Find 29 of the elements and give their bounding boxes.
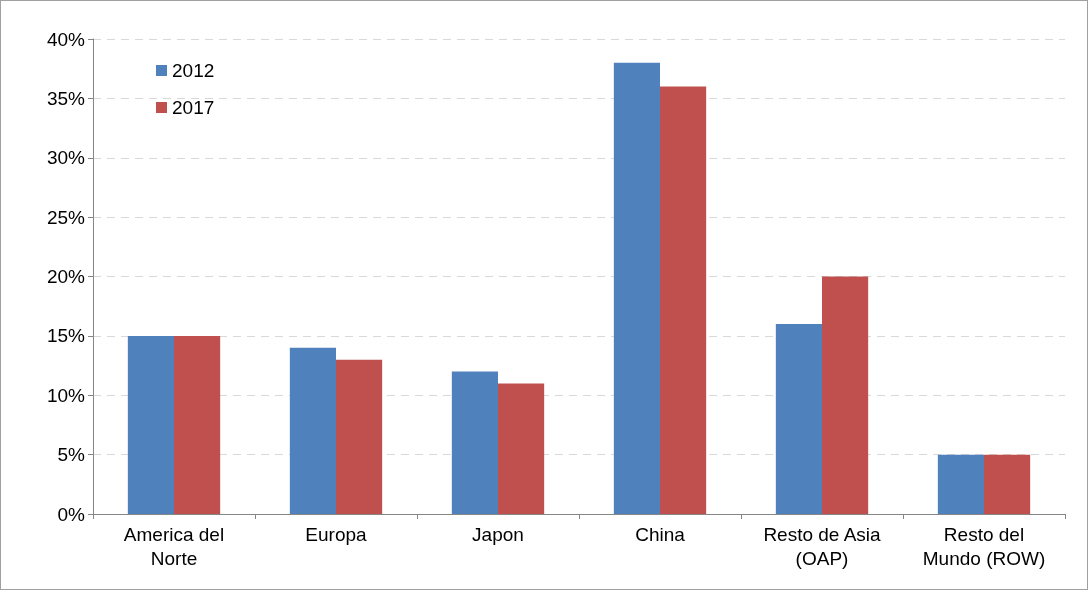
y-tick-label: 15% <box>46 325 86 347</box>
bar <box>174 335 221 514</box>
bar <box>775 324 822 514</box>
bar <box>660 86 707 514</box>
bar <box>937 454 984 514</box>
bar <box>289 347 336 514</box>
bar <box>613 62 660 514</box>
x-tick-label: America del Norte <box>123 523 225 569</box>
bar <box>822 276 869 514</box>
y-tick-label: 35% <box>46 87 86 109</box>
bar <box>451 371 498 514</box>
y-tick-label: 5% <box>57 444 86 466</box>
y-tick-label: 10% <box>46 384 86 406</box>
x-tick-label: Resto del Mundo (ROW) <box>922 523 1046 569</box>
y-tick-label: 40% <box>46 28 86 50</box>
x-tick-label: Resto de Asia (OAP) <box>763 523 882 569</box>
x-tick-label: Japon <box>472 523 524 545</box>
legend-label: 2012 <box>172 60 215 81</box>
bar <box>984 454 1031 514</box>
legend-label: 2017 <box>172 97 215 118</box>
bar <box>127 335 174 514</box>
bar <box>336 359 383 514</box>
x-tick-label: Europa <box>305 523 368 545</box>
bar <box>498 383 545 514</box>
y-tick-label: 30% <box>46 147 86 169</box>
x-tick-label: China <box>635 523 686 545</box>
y-tick-label: 20% <box>46 266 86 287</box>
y-tick-label: 0% <box>57 503 86 525</box>
y-tick-label: 25% <box>46 206 86 228</box>
